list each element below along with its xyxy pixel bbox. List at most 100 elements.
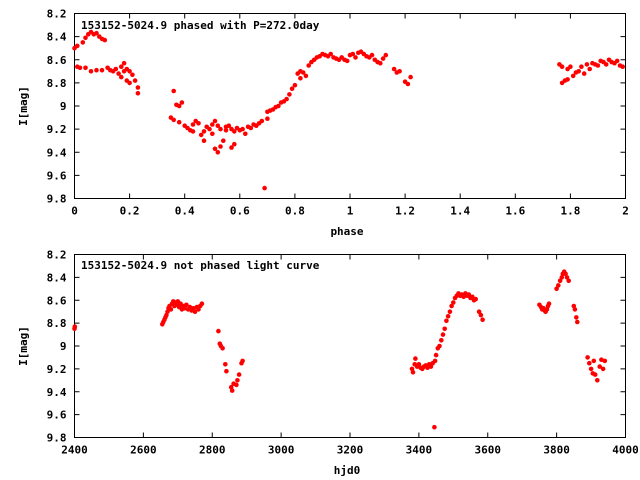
phased-plot-data-point	[132, 78, 138, 83]
unphased-plot-data-point	[439, 338, 444, 343]
phased-plot-y-tick-label: 8.2	[47, 8, 67, 21]
phased-plot-y-tick-label: 9	[60, 100, 67, 113]
unphased-plot-data-point	[451, 300, 456, 305]
unphased-plot-data-point	[592, 372, 598, 377]
phased-plot-data-point	[620, 64, 625, 69]
unphased-plot-data-point	[410, 370, 416, 375]
phased-plot-data-point	[210, 122, 215, 127]
unphased-plot-data-point	[433, 352, 439, 358]
phased-plot-data-point	[369, 52, 375, 58]
unphased-plot-data-point	[602, 358, 608, 364]
phased-plot-data-point	[121, 60, 127, 66]
phased-plot-data-point	[119, 74, 124, 80]
phased-plot-data-point	[565, 77, 570, 82]
phased-plot-data-point	[287, 92, 292, 97]
unphased-plot-x-axis-label: hjd0	[334, 464, 361, 477]
unphased-plot-x-tick-label: 2400	[61, 444, 88, 457]
phased-plot-data-point	[303, 73, 309, 79]
unphased-plot-data-point	[196, 307, 201, 312]
phased-plot-data-point	[259, 118, 265, 124]
unphased-plot-frame	[74, 254, 626, 438]
phased-plot-data-point	[127, 69, 132, 74]
unphased-plot-data-point	[559, 275, 565, 280]
phased-plot-x-tick-label: 1.8	[560, 205, 580, 218]
phased-plot-y-tick-label: 9.8	[47, 193, 67, 206]
phased-plot-data-point	[292, 82, 298, 88]
phased-plot-x-tick-label: 1.2	[395, 205, 415, 218]
phased-plot-data-point	[284, 96, 289, 102]
phased-plot-data-point	[171, 117, 176, 123]
phased-plot-data-point	[226, 123, 232, 128]
phased-plot-x-tick-label: 2	[622, 205, 629, 218]
phased-plot-ticks: 0 0.2 0.4 0.6 0.8 1 1.2 1.4 1.6 1.8 2 8.2 8.4 8.6 8.8 9…	[47, 8, 629, 218]
phased-plot-data-point	[201, 138, 207, 143]
phased-plot-y-tick-label: 8.4	[47, 31, 67, 44]
phased-plot-data-point	[94, 30, 99, 36]
unphased-plot-data-point	[445, 314, 451, 319]
unphased-plot-data-point	[546, 301, 552, 307]
phased-plot-data-point	[135, 91, 141, 96]
phased-plot-data-point	[344, 58, 350, 64]
phased-plot-data-point	[265, 116, 270, 121]
unphased-plot-data-point	[199, 301, 205, 307]
unphased-plot-data-point	[432, 358, 438, 364]
phased-plot-data-point	[83, 35, 88, 41]
phased-plot-y-tick-label: 8.8	[47, 77, 67, 90]
phased-plot-data-point	[75, 43, 80, 49]
unphased-plot-data-point	[585, 355, 590, 360]
unphased-plot-data-point	[224, 368, 229, 374]
phased-plot-data-point	[80, 40, 86, 45]
phased-plot-data-point	[215, 150, 221, 155]
phased-plot-data-point	[262, 185, 267, 191]
phased-plot-data-point	[587, 66, 592, 72]
unphased-plot-data-point	[557, 278, 563, 284]
phased-plot-data-point	[179, 100, 185, 105]
unphased-plot-y-tick-label: 9.4	[47, 386, 67, 399]
unphased-plot-y-tick-label: 8.2	[47, 249, 67, 262]
unphased-plot-y-tick-label: 9.6	[47, 409, 67, 422]
unphased-plot-x-tick-label: 2800	[199, 444, 226, 457]
phased-plot-data-point	[378, 60, 383, 66]
unphased-plot-data-point	[192, 309, 198, 315]
unphased-plot-x-tick-label: 4000	[612, 444, 639, 457]
phased-plot-data-point	[102, 37, 108, 43]
unphased-plot-data-point	[444, 318, 449, 324]
phased-plot-data-point	[289, 86, 295, 91]
unphased-plot-data-point	[588, 366, 594, 372]
phased-plot-x-tick-label: 1	[347, 205, 354, 218]
unphased-plot-x-tick-label: 2600	[130, 444, 157, 457]
unphased-plot-data-point	[449, 303, 454, 309]
phased-plot-data-point	[190, 122, 196, 127]
phased-plot-data-point	[408, 74, 413, 80]
phased-plot-data-point	[240, 126, 245, 132]
phased-plot-data-point	[119, 64, 124, 69]
phased-plot-data-point	[229, 145, 234, 150]
phased-plot-data-point	[568, 64, 573, 69]
unphased-plot-data-point	[216, 328, 221, 334]
phased-plot-data-point	[559, 64, 565, 69]
phased-plot-data-point	[190, 129, 196, 134]
unphased-plot-y-tick-label: 9.2	[47, 363, 67, 376]
phased-plot-data-point	[223, 128, 229, 133]
unphased-plot-data-point	[566, 278, 571, 284]
unphased-plot-data-point	[223, 362, 228, 367]
phased-plot-data-point	[212, 146, 218, 152]
unphased-plot-data-point	[191, 306, 196, 311]
phased-plot-data-point	[218, 126, 223, 132]
phased-plot-x-tick-label: 0.8	[285, 205, 305, 218]
phased-plot-data-point	[570, 73, 576, 79]
phased-plot-frame	[74, 13, 626, 199]
phased-plot-data-point	[300, 70, 306, 75]
phased-plot-data-point	[581, 71, 587, 76]
phased-plot-data-point	[201, 129, 207, 134]
phased-plot-y-tick-label: 9.2	[47, 123, 67, 136]
phased-plot-data-point	[218, 144, 223, 149]
phased-plot-data-point	[221, 138, 226, 143]
phased-plot-data-point	[298, 76, 303, 81]
unphased-plot-data-point	[461, 294, 466, 300]
unphased-plot-data-point	[564, 275, 570, 280]
phased-plot-data-point	[210, 131, 215, 137]
unphased-plot-data-point	[574, 315, 579, 320]
unphased-plot-x-tick-label: 3800	[543, 444, 570, 457]
unphased-plot-data-point	[437, 343, 442, 349]
